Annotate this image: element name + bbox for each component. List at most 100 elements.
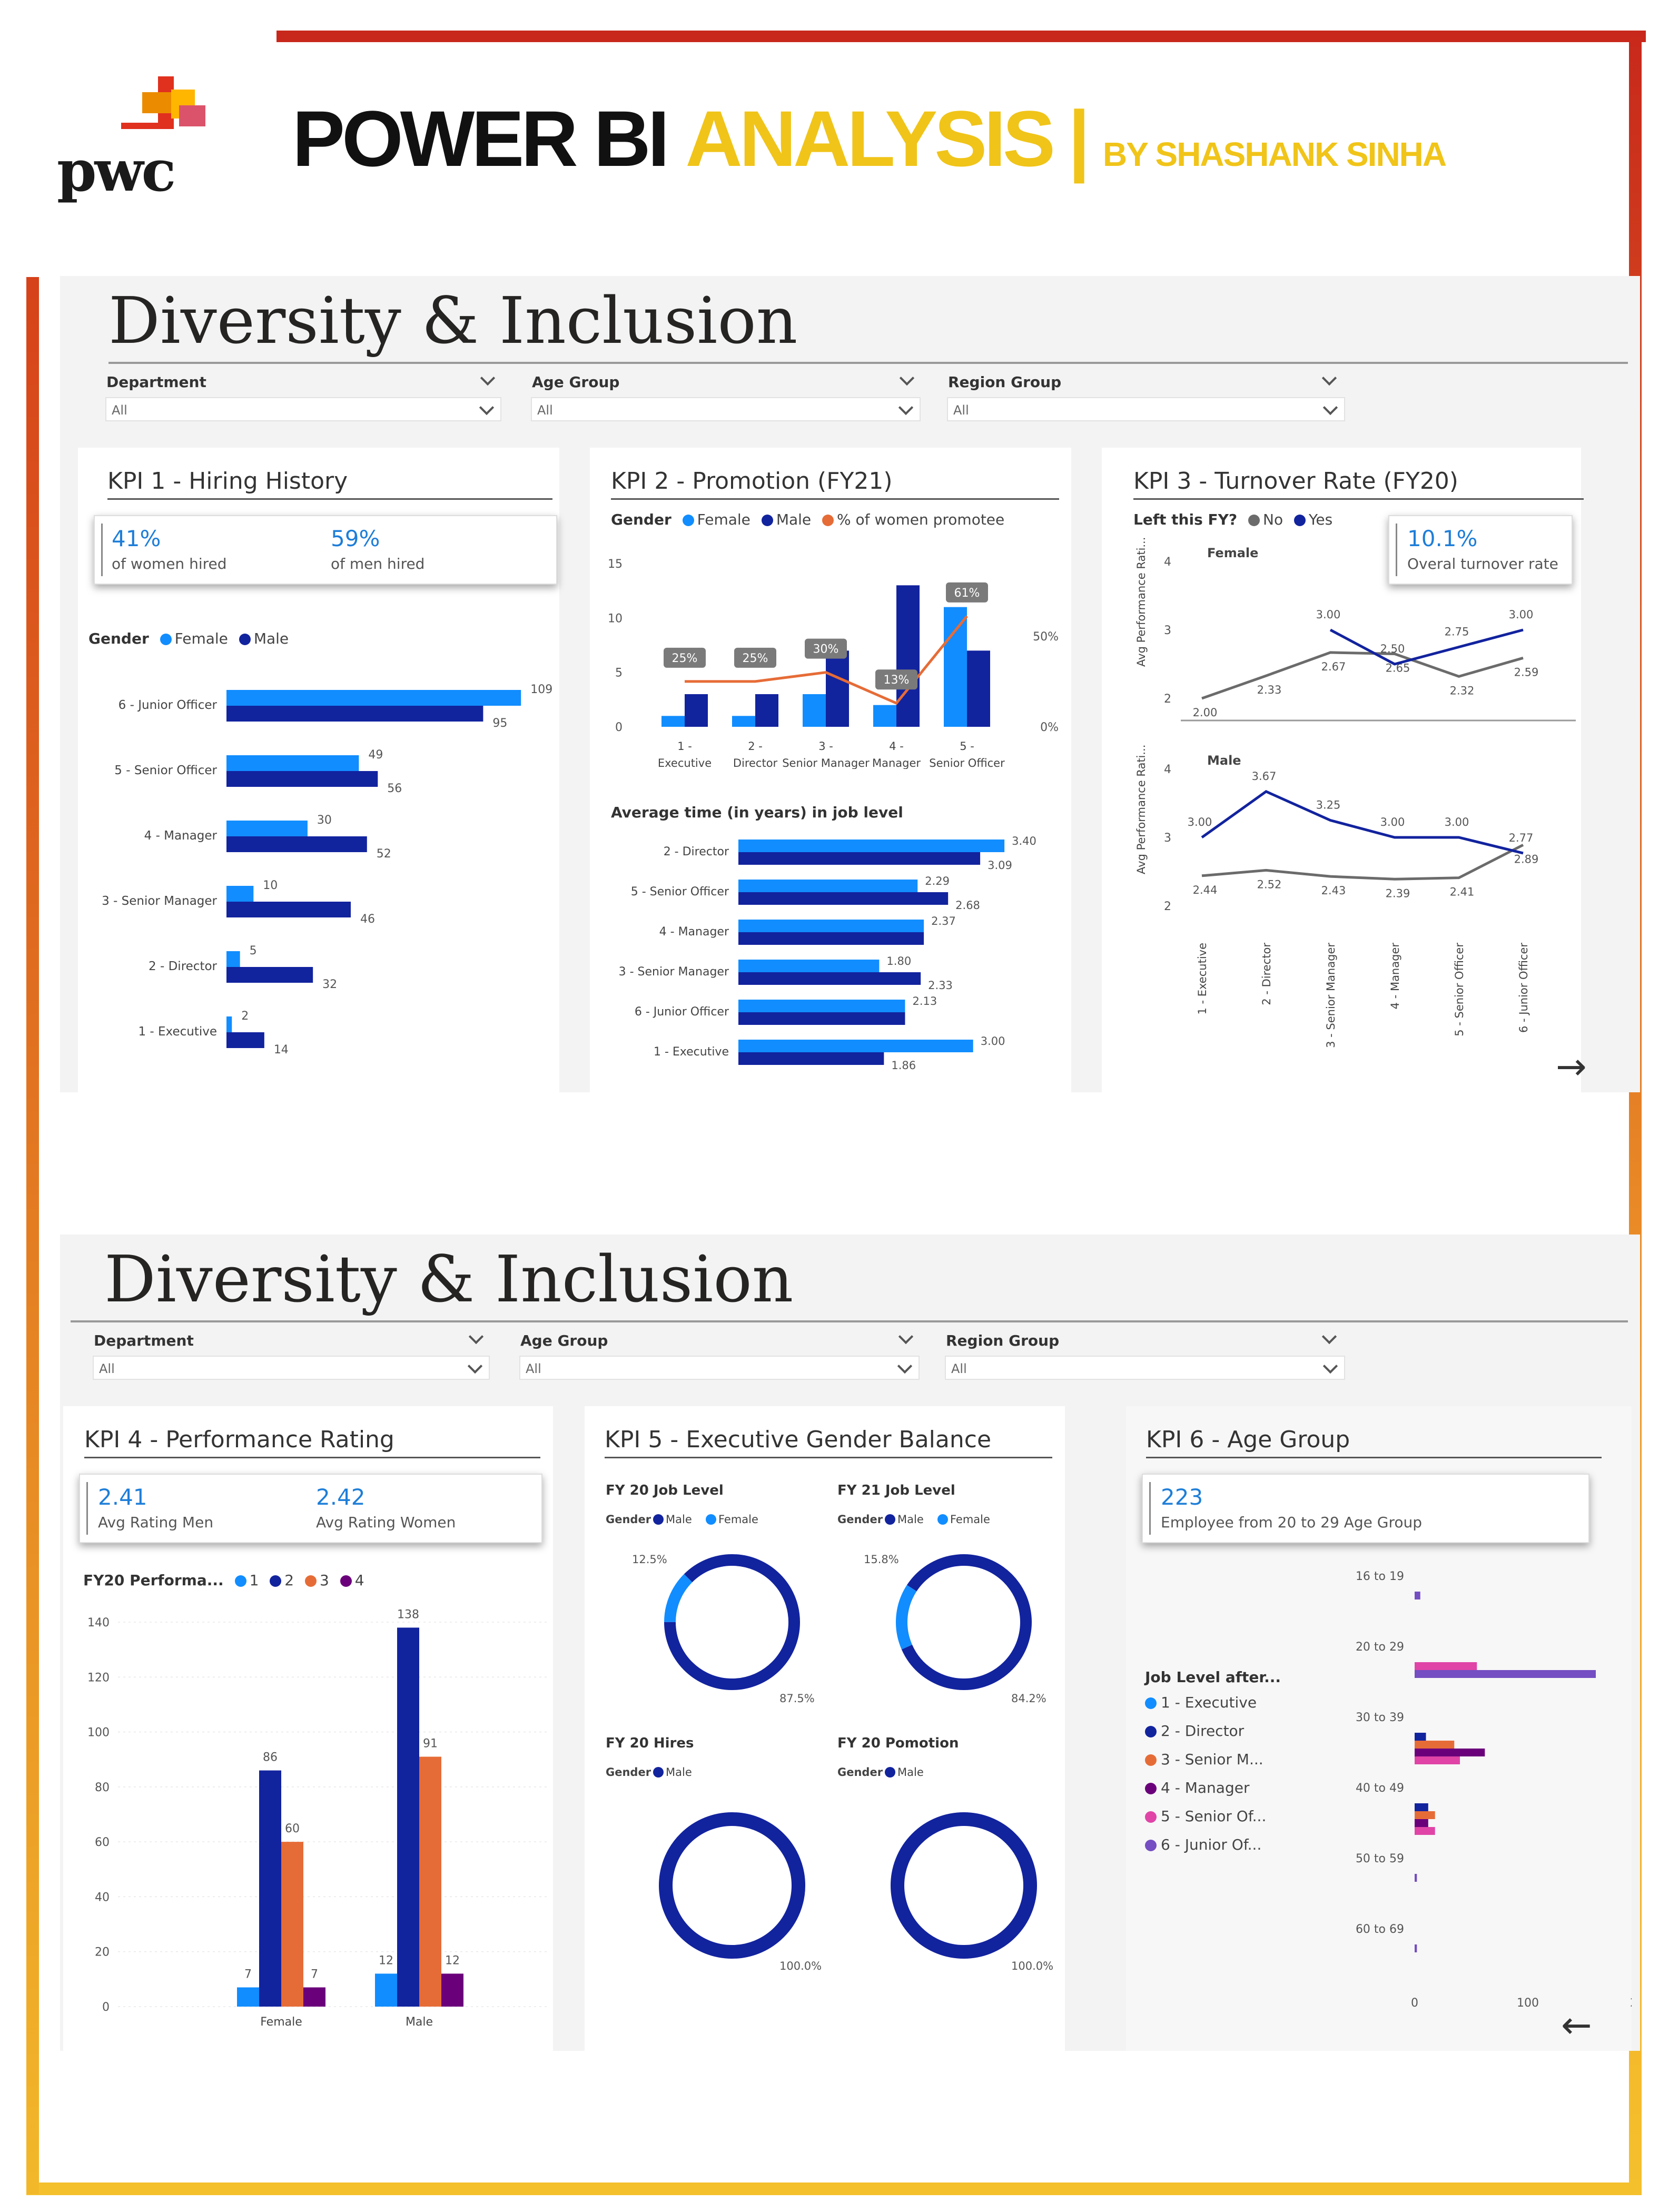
kpi2-bar-male[interactable] bbox=[685, 694, 708, 727]
previous-page-arrow-icon[interactable]: ← bbox=[1561, 2003, 1592, 2047]
kpi5-donut-grid[interactable]: FY 20 Job Level Gender Male Female 87.5% 12.5… bbox=[585, 1406, 1065, 2051]
kpi5-donut-1[interactable]: FY 20 Job Level Gender Male Female 87.5% 12.5… bbox=[606, 1483, 820, 1710]
kpi1-panel[interactable]: KPI 1 - Hiring History 41% of women hire… bbox=[78, 448, 559, 1092]
kpi4-legend-4[interactable]: 4 bbox=[354, 1572, 364, 1589]
kpi5-donut-legend-label[interactable]: Male bbox=[897, 1766, 924, 1779]
kpi5-donut-4[interactable]: FY 20 Pomotion Gender Male 100.0% bbox=[837, 1735, 1053, 1972]
kpi2-legend-male[interactable]: Male bbox=[776, 511, 812, 528]
kpi5-donut-legend-label[interactable]: Female bbox=[950, 1513, 990, 1526]
kpi3-turnover-chart[interactable]: Female 2 3 4 Avg Performance Rati... 2.00 2.33… bbox=[1102, 532, 1581, 1085]
kpi1-bar-female[interactable] bbox=[226, 755, 359, 771]
kpi1-bar-male[interactable] bbox=[226, 902, 351, 917]
slicer-age-group-collapse-icon[interactable] bbox=[899, 370, 915, 386]
kpi5-donut-3[interactable]: FY 20 Hires Gender Male 100.0% bbox=[606, 1735, 822, 1972]
slicer-region-group-dropdown[interactable]: All bbox=[945, 1356, 1345, 1380]
kpi1-bar-male[interactable] bbox=[226, 771, 378, 787]
kpi2-bar-female[interactable] bbox=[803, 694, 826, 727]
kpi5-donut-slice-male[interactable] bbox=[878, 1536, 1050, 1709]
kpi3-line-no[interactable] bbox=[1201, 844, 1524, 881]
kpi2-bar-male[interactable] bbox=[755, 694, 778, 727]
kpi6-legend-item[interactable]: 3 - Senior M... bbox=[1145, 1751, 1263, 1768]
slicer-age-group-collapse-icon[interactable] bbox=[898, 1329, 914, 1345]
kpi2-promotion-chart[interactable]: 0 5 10 15 0% 50% 1 - Executive 2 - Director 3 - Sen… bbox=[590, 537, 1071, 769]
kpi5-donut-legend-label[interactable]: Male bbox=[666, 1766, 692, 1779]
slicer-age-group-dropdown[interactable]: All bbox=[519, 1356, 920, 1380]
kpi1-bar-male[interactable] bbox=[226, 1032, 264, 1048]
kpi2-avg-time-chart[interactable]: 2 - Director 3.40 3.09 5 - Senior Officer 2.… bbox=[590, 832, 1071, 1090]
kpi2b-bar-female[interactable] bbox=[738, 920, 924, 932]
kpi4-panel[interactable]: KPI 4 - Performance Rating 2.41 Avg Rati… bbox=[63, 1406, 553, 2051]
kpi1-legend-female[interactable]: Female bbox=[174, 630, 228, 647]
slicer-department-collapse-icon[interactable] bbox=[468, 1329, 484, 1345]
kpi6-bar[interactable] bbox=[1415, 1733, 1426, 1741]
kpi6-legend-item[interactable]: 5 - Senior Of... bbox=[1145, 1808, 1266, 1825]
kpi6-bar[interactable] bbox=[1415, 1827, 1435, 1835]
kpi5-donut-legend-label[interactable]: Male bbox=[897, 1513, 924, 1526]
kpi2b-bar-female[interactable] bbox=[738, 1000, 905, 1012]
kpi5-donut-legend-label[interactable]: Female bbox=[718, 1513, 758, 1526]
kpi6-legend-item[interactable]: 4 - Manager bbox=[1145, 1779, 1249, 1796]
kpi2b-bar-male[interactable] bbox=[738, 1052, 884, 1065]
kpi4-performance-chart[interactable]: 0 20 40 60 80 100 120 140 7 86 60 7 Female 12 138 91 12 M… bbox=[63, 1596, 553, 2043]
kpi3-legend-yes[interactable]: Yes bbox=[1309, 511, 1333, 528]
slicer-region-group-dropdown[interactable]: All bbox=[947, 397, 1345, 421]
kpi1-bar-male[interactable] bbox=[226, 706, 483, 722]
kpi6-legend-item[interactable]: 2 - Director bbox=[1145, 1722, 1244, 1740]
next-page-arrow-icon[interactable]: → bbox=[1556, 1045, 1587, 1088]
kpi5-donut-slice-male[interactable] bbox=[644, 1534, 820, 1710]
kpi4-bar-rating-1[interactable] bbox=[237, 1987, 259, 2007]
kpi5-donut-slice-male[interactable] bbox=[891, 1812, 1037, 1959]
kpi2-bar-female[interactable] bbox=[944, 607, 967, 727]
kpi6-bar[interactable] bbox=[1415, 1756, 1460, 1764]
kpi2b-bar-female[interactable] bbox=[738, 840, 1005, 852]
kpi3-line-yes[interactable] bbox=[1329, 628, 1524, 666]
kpi2-bar-male[interactable] bbox=[967, 650, 990, 727]
kpi6-bar[interactable] bbox=[1415, 1741, 1455, 1749]
kpi5-donut-2[interactable]: FY 21 Job Level Gender Male Female 84.2% 15.8… bbox=[837, 1483, 1050, 1708]
kpi2b-bar-male[interactable] bbox=[738, 1012, 905, 1025]
kpi1-bar-female[interactable] bbox=[226, 886, 254, 902]
kpi4-bar-rating-4[interactable] bbox=[303, 1987, 325, 2007]
kpi3-line-no[interactable] bbox=[1201, 651, 1524, 700]
kpi2b-bar-male[interactable] bbox=[738, 932, 924, 945]
kpi2b-bar-female[interactable] bbox=[738, 880, 918, 892]
kpi6-chart-svg[interactable]: 16 to 19 20 to 29 30 to 39 40 to 49 50 to 59… bbox=[1279, 1559, 1652, 2043]
kpi1-card[interactable]: 41% of women hired 59% of men hired bbox=[94, 515, 557, 585]
kpi1-hiring-chart[interactable]: 6 - Junior Officer 109 95 5 - Senior Office… bbox=[78, 679, 559, 1080]
kpi4-chart-svg[interactable]: 0 20 40 60 80 100 120 140 7 86 60 7 Female 12 138 91 12 M… bbox=[63, 1596, 553, 2043]
kpi3-card[interactable]: 10.1% Overal turnover rate bbox=[1388, 515, 1573, 585]
kpi6-bar[interactable] bbox=[1415, 1944, 1417, 1952]
kpi2-bar-female[interactable] bbox=[873, 705, 896, 727]
kpi4-bar-rating-4[interactable] bbox=[441, 1973, 463, 2007]
kpi5-panel[interactable]: KPI 5 - Executive Gender Balance FY 20 J… bbox=[585, 1406, 1065, 2051]
kpi6-age-chart[interactable]: 16 to 19 20 to 29 30 to 39 40 to 49 50 to 59… bbox=[1279, 1559, 1652, 2043]
kpi6-bar[interactable] bbox=[1415, 1749, 1485, 1756]
kpi2b-bar-male[interactable] bbox=[738, 892, 949, 905]
kpi4-bar-rating-3[interactable] bbox=[281, 1842, 303, 2007]
kpi2-bar-male[interactable] bbox=[826, 650, 849, 727]
kpi2-bar-female[interactable] bbox=[661, 716, 685, 727]
kpi6-bar[interactable] bbox=[1415, 1670, 1596, 1678]
kpi4-bar-rating-2[interactable] bbox=[397, 1627, 419, 2007]
kpi1-bar-male[interactable] bbox=[226, 836, 367, 852]
kpi1-bar-female[interactable] bbox=[226, 1016, 232, 1032]
kpi1-bar-male[interactable] bbox=[226, 967, 313, 983]
kpi1-chart-svg[interactable]: 6 - Junior Officer 109 95 5 - Senior Office… bbox=[78, 679, 559, 1080]
kpi6-card[interactable]: 223 Employee from 20 to 29 Age Group bbox=[1142, 1474, 1589, 1543]
kpi6-bar[interactable] bbox=[1415, 1662, 1477, 1670]
kpi2-legend-female[interactable]: Female bbox=[697, 511, 750, 528]
slicer-department-dropdown[interactable]: All bbox=[105, 397, 501, 421]
kpi4-legend-3[interactable]: 3 bbox=[320, 1572, 329, 1589]
kpi2-bar-female[interactable] bbox=[732, 716, 755, 727]
kpi2b-chart-svg[interactable]: 2 - Director 3.403.09 5 - Senior Officer 2.… bbox=[590, 832, 1071, 1090]
kpi6-legend-item[interactable]: 1 - Executive bbox=[1145, 1694, 1257, 1711]
kpi4-legend-2[interactable]: 2 bbox=[284, 1572, 294, 1589]
kpi2-chart-svg[interactable]: 0 5 10 15 0% 50% 1 - Executive 2 - Director 3 - Sen… bbox=[590, 537, 1071, 769]
kpi2b-bar-female[interactable] bbox=[738, 1040, 973, 1052]
kpi6-panel[interactable]: KPI 6 - Age Group 223 Employee from 20 t… bbox=[1126, 1406, 1652, 2051]
slicer-department-collapse-icon[interactable] bbox=[480, 370, 496, 386]
kpi5-donut-slice-male[interactable] bbox=[659, 1812, 805, 1959]
kpi1-bar-female[interactable] bbox=[226, 951, 240, 967]
kpi4-bar-rating-1[interactable] bbox=[375, 1973, 397, 2007]
kpi4-bar-rating-2[interactable] bbox=[259, 1770, 281, 2007]
